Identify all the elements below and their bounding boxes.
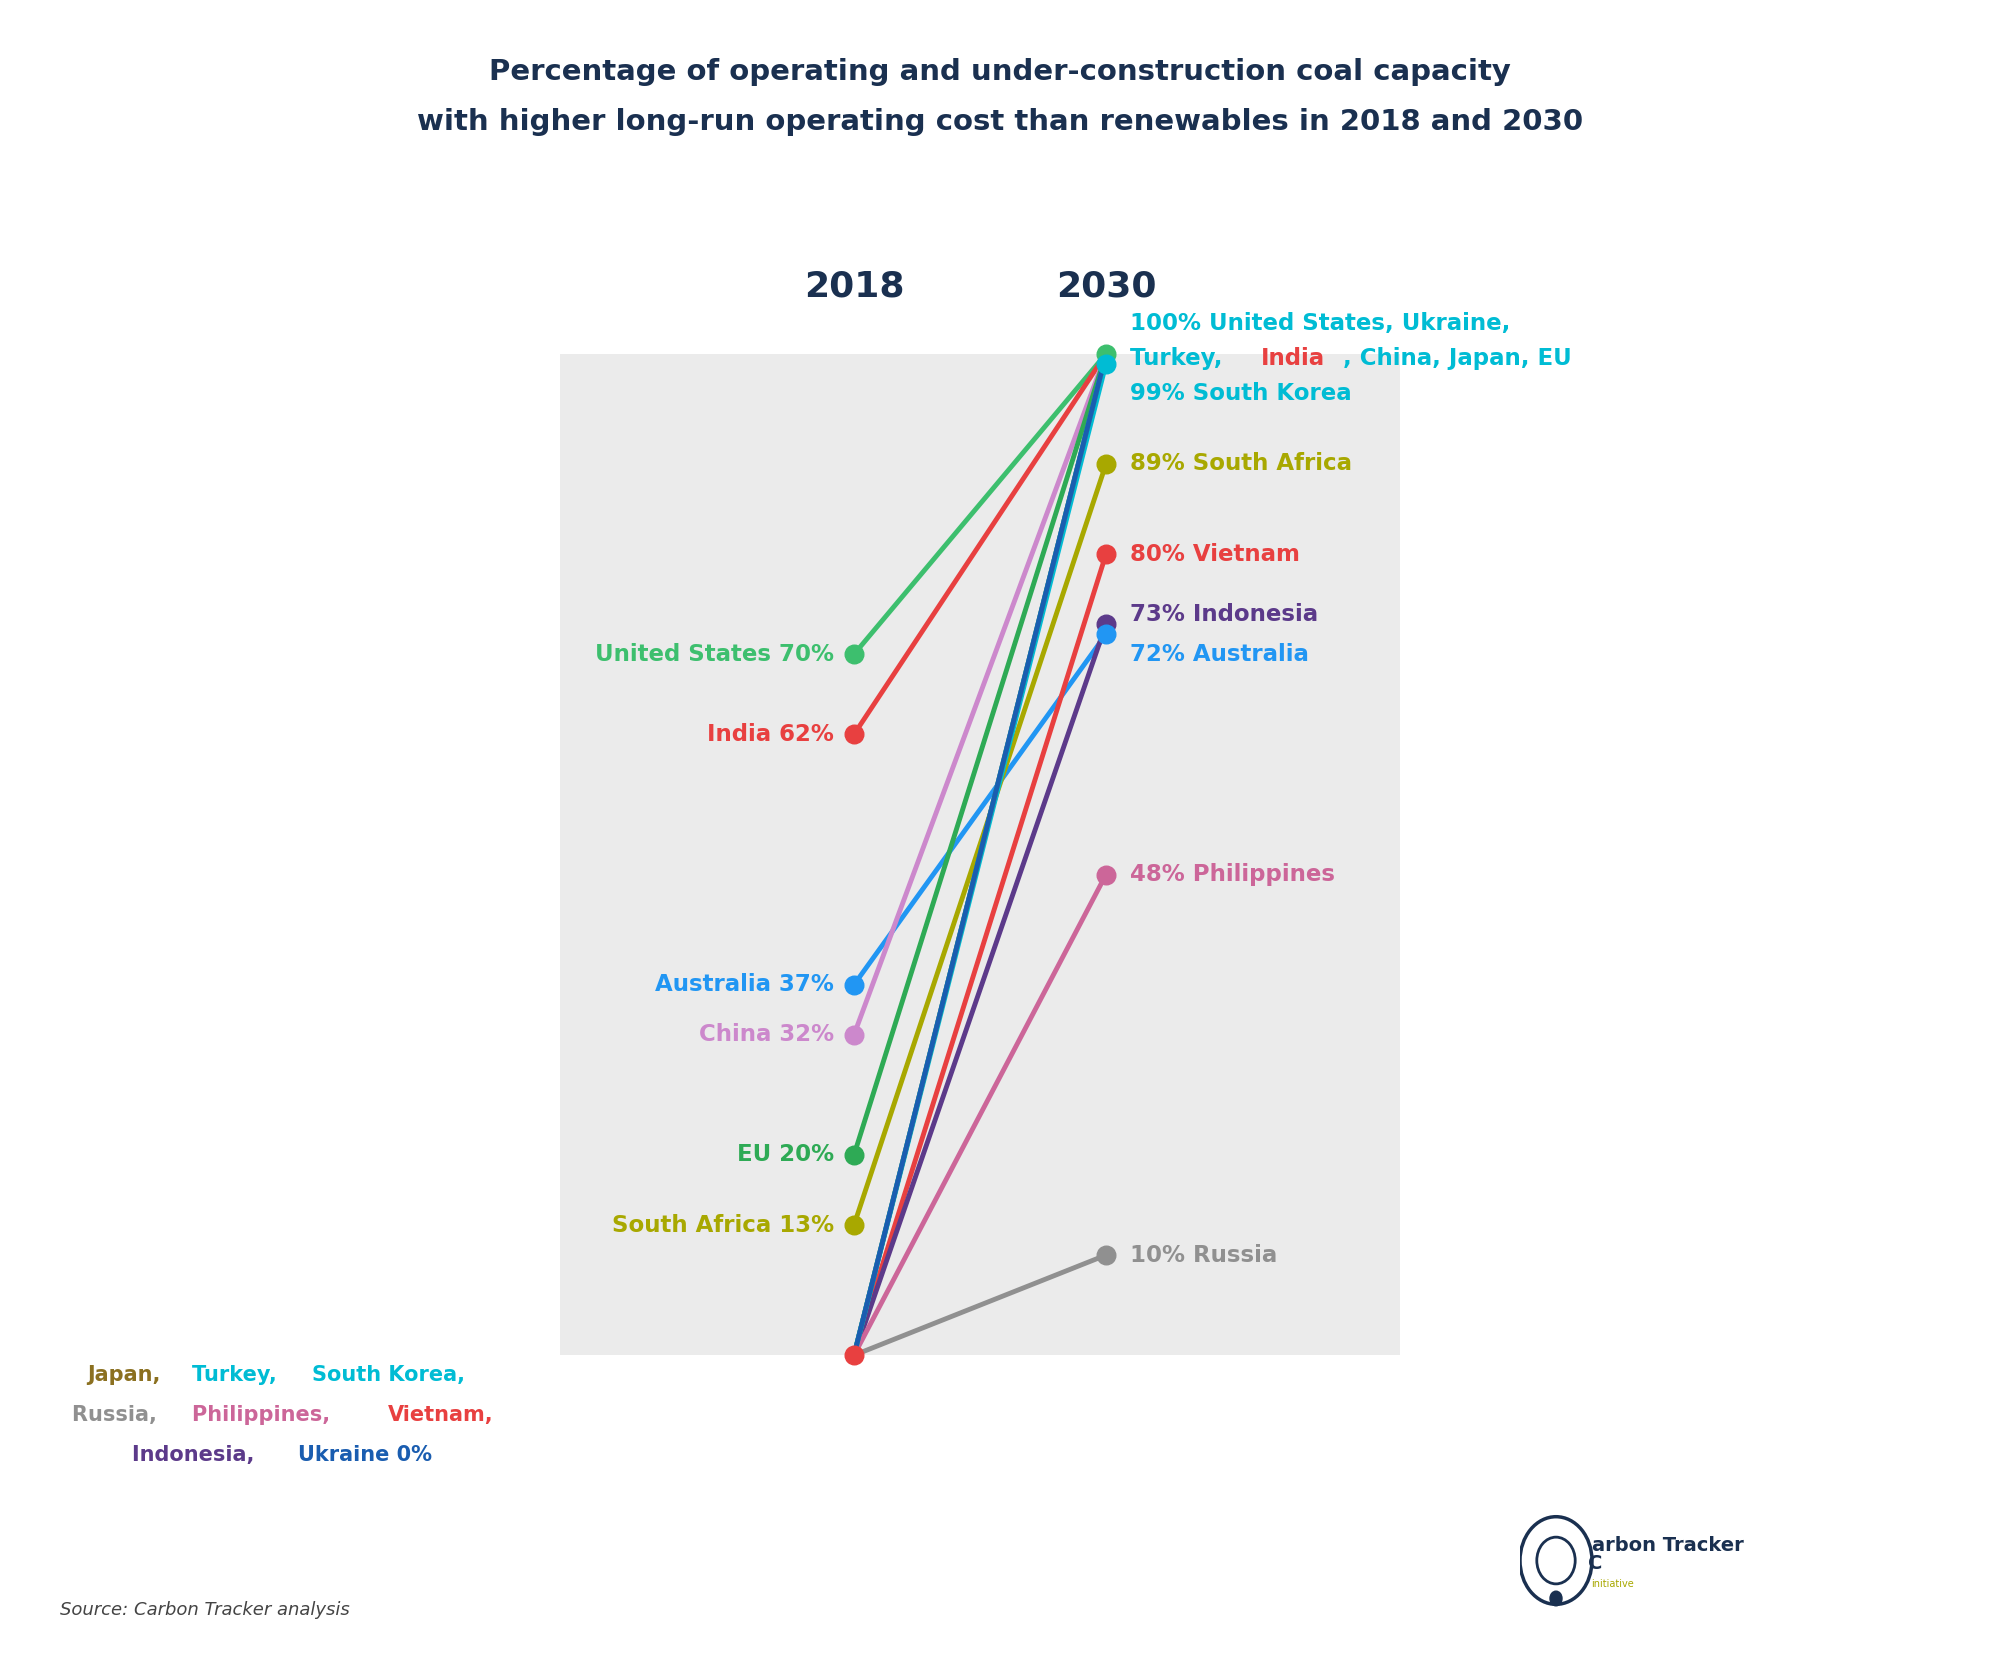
- Point: [1090, 350, 1122, 377]
- Point: [1090, 451, 1122, 477]
- Circle shape: [1550, 1591, 1562, 1606]
- Text: 72% Australia: 72% Australia: [1130, 643, 1308, 666]
- Text: Source: Carbon Tracker analysis: Source: Carbon Tracker analysis: [60, 1601, 350, 1619]
- Point: [838, 1342, 870, 1369]
- Text: South Africa 13%: South Africa 13%: [612, 1213, 834, 1237]
- Point: [1090, 861, 1122, 888]
- Point: [1090, 1242, 1122, 1268]
- Point: [838, 1021, 870, 1048]
- Text: 48% Philippines: 48% Philippines: [1130, 863, 1336, 886]
- Text: 73% Indonesia: 73% Indonesia: [1130, 603, 1318, 626]
- Point: [1090, 611, 1122, 638]
- Text: EU 20%: EU 20%: [736, 1143, 834, 1167]
- Bar: [560, 354, 1400, 1355]
- Text: India: India: [1262, 347, 1326, 371]
- Text: China 32%: China 32%: [698, 1023, 834, 1046]
- Text: South Korea,: South Korea,: [312, 1365, 466, 1385]
- Point: [838, 971, 870, 998]
- Point: [838, 1142, 870, 1168]
- Text: Percentage of operating and under-construction coal capacity: Percentage of operating and under-constr…: [490, 58, 1510, 87]
- Text: 2030: 2030: [1056, 270, 1156, 304]
- Text: , China, Japan, EU: , China, Japan, EU: [1344, 347, 1572, 371]
- Text: initiative: initiative: [1590, 1579, 1634, 1589]
- Point: [1090, 621, 1122, 648]
- Text: 80% Vietnam: 80% Vietnam: [1130, 542, 1300, 566]
- Point: [838, 721, 870, 748]
- Text: Philippines,: Philippines,: [192, 1405, 338, 1425]
- Text: Japan,: Japan,: [88, 1365, 168, 1385]
- Text: Vietnam,: Vietnam,: [388, 1405, 494, 1425]
- Text: arbon Tracker: arbon Tracker: [1592, 1537, 1744, 1556]
- Point: [838, 641, 870, 668]
- Text: C: C: [1588, 1554, 1602, 1572]
- Text: 99% South Korea: 99% South Korea: [1130, 382, 1352, 406]
- Point: [1090, 340, 1122, 367]
- Text: 10% Russia: 10% Russia: [1130, 1243, 1278, 1267]
- Text: Indonesia,: Indonesia,: [132, 1445, 262, 1465]
- Text: United States 70%: United States 70%: [596, 643, 834, 666]
- Text: 100% United States, Ukraine,: 100% United States, Ukraine,: [1130, 312, 1510, 335]
- Point: [1090, 541, 1122, 567]
- Text: Turkey,: Turkey,: [1130, 347, 1230, 371]
- Text: 2018: 2018: [804, 270, 904, 304]
- Text: India 62%: India 62%: [708, 723, 834, 746]
- Text: Australia 37%: Australia 37%: [656, 973, 834, 996]
- Point: [838, 1212, 870, 1238]
- Text: Turkey,: Turkey,: [192, 1365, 284, 1385]
- Text: Ukraine 0%: Ukraine 0%: [298, 1445, 432, 1465]
- Text: 89% South Africa: 89% South Africa: [1130, 452, 1352, 476]
- Text: Russia,: Russia,: [72, 1405, 164, 1425]
- Text: with higher long-run operating cost than renewables in 2018 and 2030: with higher long-run operating cost than…: [416, 108, 1584, 137]
